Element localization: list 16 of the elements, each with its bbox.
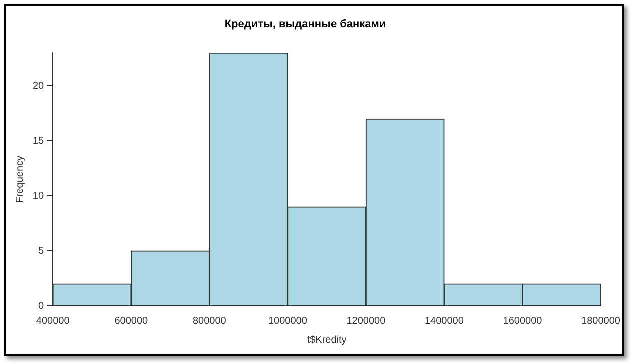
chart-title: Кредиты, выданные банками: [224, 18, 386, 31]
y-tick-label: 0: [38, 300, 45, 312]
x-axis-title: t$Kredity: [307, 334, 347, 346]
x-tick-label: 600000: [114, 316, 149, 327]
x-tick-label: 1800000: [582, 316, 621, 327]
y-axis-title: Frequency: [14, 156, 26, 204]
x-tick-label: 1200000: [346, 316, 386, 327]
x-tick-label: 400000: [36, 316, 70, 327]
x-tick-label: 1000000: [268, 316, 308, 327]
x-tick-label: 1600000: [503, 316, 543, 327]
x-tick-label: 800000: [192, 316, 227, 327]
x-tick-label: 1400000: [424, 316, 464, 327]
y-tick-label: 15: [33, 136, 45, 147]
y-tick-label: 5: [38, 246, 45, 257]
y-tick-label: 10: [33, 190, 45, 202]
y-tick-label: 20: [33, 80, 45, 92]
